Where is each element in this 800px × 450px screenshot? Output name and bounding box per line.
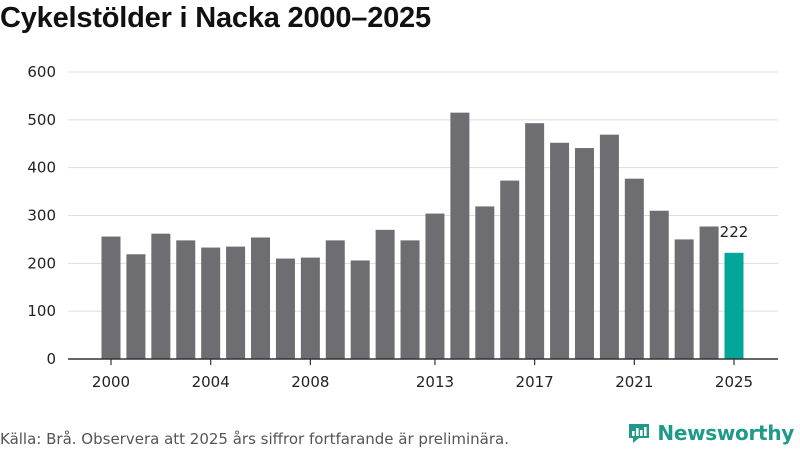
bar-2005: [226, 246, 246, 359]
bar-2021: [624, 178, 644, 359]
bar-chart: 0 100 200 300 400 500 600 2000 2004 2008 2013 2017…: [27, 63, 778, 391]
bar-2025: [724, 252, 744, 359]
bar-2006: [251, 237, 271, 359]
y-tick-label: 400: [27, 159, 56, 177]
chart-title: Cykelstölder i Nacka 2000–2025: [0, 2, 431, 34]
bar-2011: [375, 229, 395, 359]
y-axis-ticks: 0 100 200 300 400 500 600: [27, 63, 56, 368]
x-tick-label: 2025: [715, 373, 753, 391]
y-tick-label: 500: [27, 111, 56, 129]
x-tick-label: 2013: [416, 373, 454, 391]
bar-2014: [450, 112, 470, 360]
x-tick-label: 2008: [291, 373, 329, 391]
gridlines: [68, 71, 778, 312]
bar-2013: [425, 213, 445, 359]
bar-2022: [649, 210, 669, 359]
bar-2008: [300, 257, 320, 359]
brand-name: Newsworthy: [657, 421, 794, 445]
bar-2001: [126, 254, 146, 359]
y-tick-label: 0: [46, 350, 56, 368]
bar-2007: [275, 258, 295, 359]
x-tick-label: 2021: [615, 373, 653, 391]
bar-2019: [574, 148, 594, 359]
x-tick-label: 2004: [192, 373, 230, 391]
x-axis-ticks: 2000 2004 2008 2013 2017 2021 2025: [92, 359, 753, 391]
bar-2010: [350, 260, 370, 359]
x-tick-label: 2017: [516, 373, 554, 391]
bar-2024: [699, 226, 719, 359]
bar-2000: [101, 236, 121, 359]
y-tick-label: 100: [27, 302, 56, 320]
source-note: Källa: Brå. Observera att 2025 års siffr…: [0, 430, 509, 448]
bar-2003: [176, 240, 196, 359]
bar-2002: [151, 233, 171, 359]
bar-2009: [325, 240, 345, 359]
bar-2020: [599, 134, 619, 359]
brand-logo-group: Newsworthy: [627, 421, 794, 445]
bar-2015: [475, 206, 495, 359]
newsworthy-logo-icon: [629, 424, 650, 443]
bar-2023: [674, 239, 694, 359]
bar-2016: [500, 180, 520, 359]
bar-2012: [400, 240, 420, 359]
y-tick-label: 600: [27, 63, 56, 81]
bar-2004: [201, 247, 221, 359]
bar-2017: [525, 123, 545, 359]
bar-2018: [550, 142, 570, 359]
y-tick-label: 200: [27, 254, 56, 272]
x-tick-label: 2000: [92, 373, 130, 391]
bars: [101, 112, 744, 360]
data-label-2025: 222: [720, 223, 749, 241]
data-labels: 222: [720, 223, 749, 241]
y-tick-label: 300: [27, 207, 56, 225]
